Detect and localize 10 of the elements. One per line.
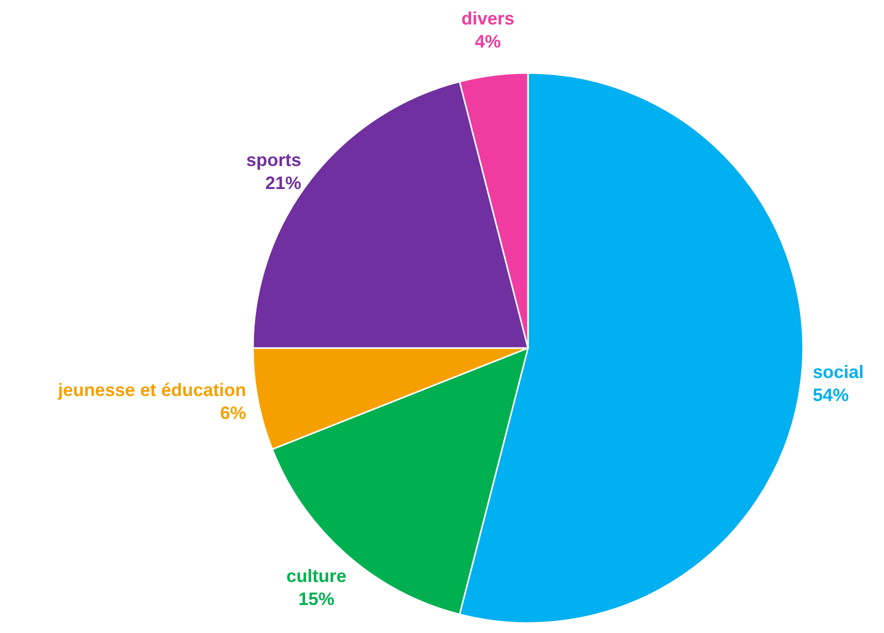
slice-label: jeunesse et éducation bbox=[57, 380, 246, 400]
slice-label: divers bbox=[461, 8, 514, 29]
slice-label: culture bbox=[286, 566, 346, 586]
slice-label: social bbox=[812, 362, 864, 382]
data-label: 4% bbox=[474, 32, 501, 52]
data-label: 6% bbox=[220, 402, 246, 423]
data-label: 21% bbox=[265, 173, 302, 194]
slice-label: sports bbox=[246, 150, 302, 170]
data-label: 15% bbox=[298, 589, 334, 610]
data-label: 54% bbox=[812, 384, 849, 405]
